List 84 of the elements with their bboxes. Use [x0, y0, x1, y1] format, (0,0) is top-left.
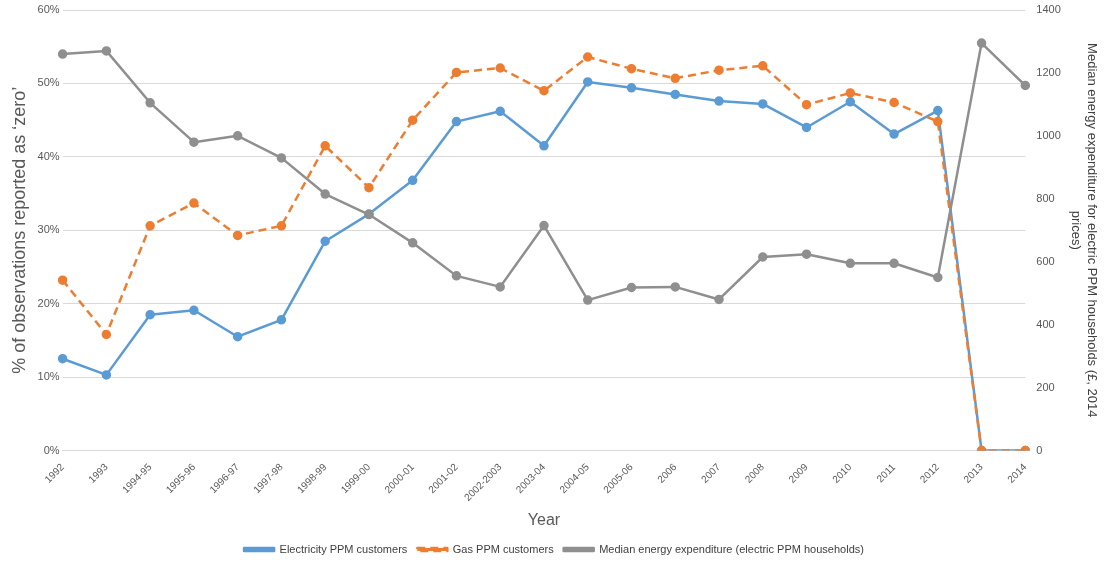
point — [933, 272, 943, 283]
y-tick-label: 20% — [37, 296, 60, 309]
point — [495, 106, 505, 117]
y2-tick-label: 600 — [1036, 254, 1055, 267]
point — [495, 63, 505, 73]
point — [451, 271, 462, 281]
point — [626, 63, 637, 74]
y2-tick-label: 1400 — [1036, 3, 1061, 16]
point — [320, 189, 330, 199]
y-tick-label: 60% — [37, 3, 60, 16]
point — [232, 331, 243, 342]
point — [714, 294, 724, 305]
point — [407, 175, 418, 186]
point — [801, 122, 812, 133]
point — [845, 88, 856, 98]
point — [101, 370, 112, 380]
point — [495, 282, 505, 292]
point — [145, 309, 155, 320]
point — [801, 249, 812, 259]
point — [101, 46, 112, 56]
legend-label: Gas PPM customers — [452, 542, 555, 555]
y-tick-label: 10% — [37, 370, 60, 383]
point — [933, 105, 943, 116]
point — [232, 230, 243, 241]
point — [189, 305, 199, 316]
x-axis-title: Year — [527, 510, 561, 528]
point — [407, 115, 418, 125]
point — [232, 131, 243, 141]
y2-tick-label: 0 — [1036, 443, 1043, 456]
point — [889, 258, 899, 269]
y-tick-label: 30% — [37, 223, 60, 236]
point — [582, 77, 593, 87]
point — [276, 315, 287, 325]
point — [145, 221, 155, 231]
point — [845, 97, 856, 107]
point — [670, 73, 680, 84]
point — [364, 182, 374, 193]
y-tick-label: 0% — [43, 443, 60, 456]
point — [626, 282, 637, 293]
point — [582, 52, 593, 62]
point — [57, 353, 68, 364]
point — [101, 329, 112, 340]
point — [320, 141, 330, 151]
point — [889, 129, 899, 139]
y2-tick-label: 1000 — [1036, 128, 1061, 141]
y2-tick-label: 400 — [1036, 317, 1055, 330]
point — [758, 61, 768, 71]
point — [145, 98, 155, 108]
point — [189, 137, 199, 147]
point — [539, 86, 549, 96]
y-tick-label: 50% — [37, 76, 60, 89]
point — [1020, 80, 1031, 91]
point — [845, 258, 856, 269]
y2-tick-label: 1200 — [1036, 65, 1061, 78]
point — [758, 252, 768, 262]
point — [57, 275, 68, 285]
y2-tick-label: 200 — [1036, 380, 1055, 393]
point — [670, 89, 680, 100]
point — [758, 99, 768, 109]
point — [539, 141, 549, 151]
y2-axis-title: Median energy expenditure for electric PPM households (£, 2014 prices) — [1069, 43, 1100, 418]
point — [582, 295, 593, 305]
point — [976, 38, 987, 48]
point — [276, 153, 287, 163]
point — [889, 97, 899, 108]
y-axis-title: % of observations reported as ‘zero’ — [8, 86, 29, 374]
point — [539, 220, 549, 231]
legend-label: Electricity PPM customers — [279, 542, 408, 555]
point — [714, 96, 724, 106]
point — [320, 236, 330, 247]
point — [933, 116, 943, 127]
point — [626, 83, 637, 93]
y-tick-label: 40% — [37, 149, 60, 162]
point — [407, 238, 418, 248]
point — [189, 198, 199, 208]
point — [670, 282, 680, 292]
point — [714, 65, 724, 75]
y2-tick-label: 800 — [1036, 191, 1055, 204]
point — [57, 49, 68, 59]
point — [276, 221, 287, 231]
legend-label: Median energy expenditure (electric PPM households) — [599, 542, 864, 555]
point — [451, 67, 462, 78]
point — [451, 116, 462, 127]
point — [801, 99, 812, 110]
